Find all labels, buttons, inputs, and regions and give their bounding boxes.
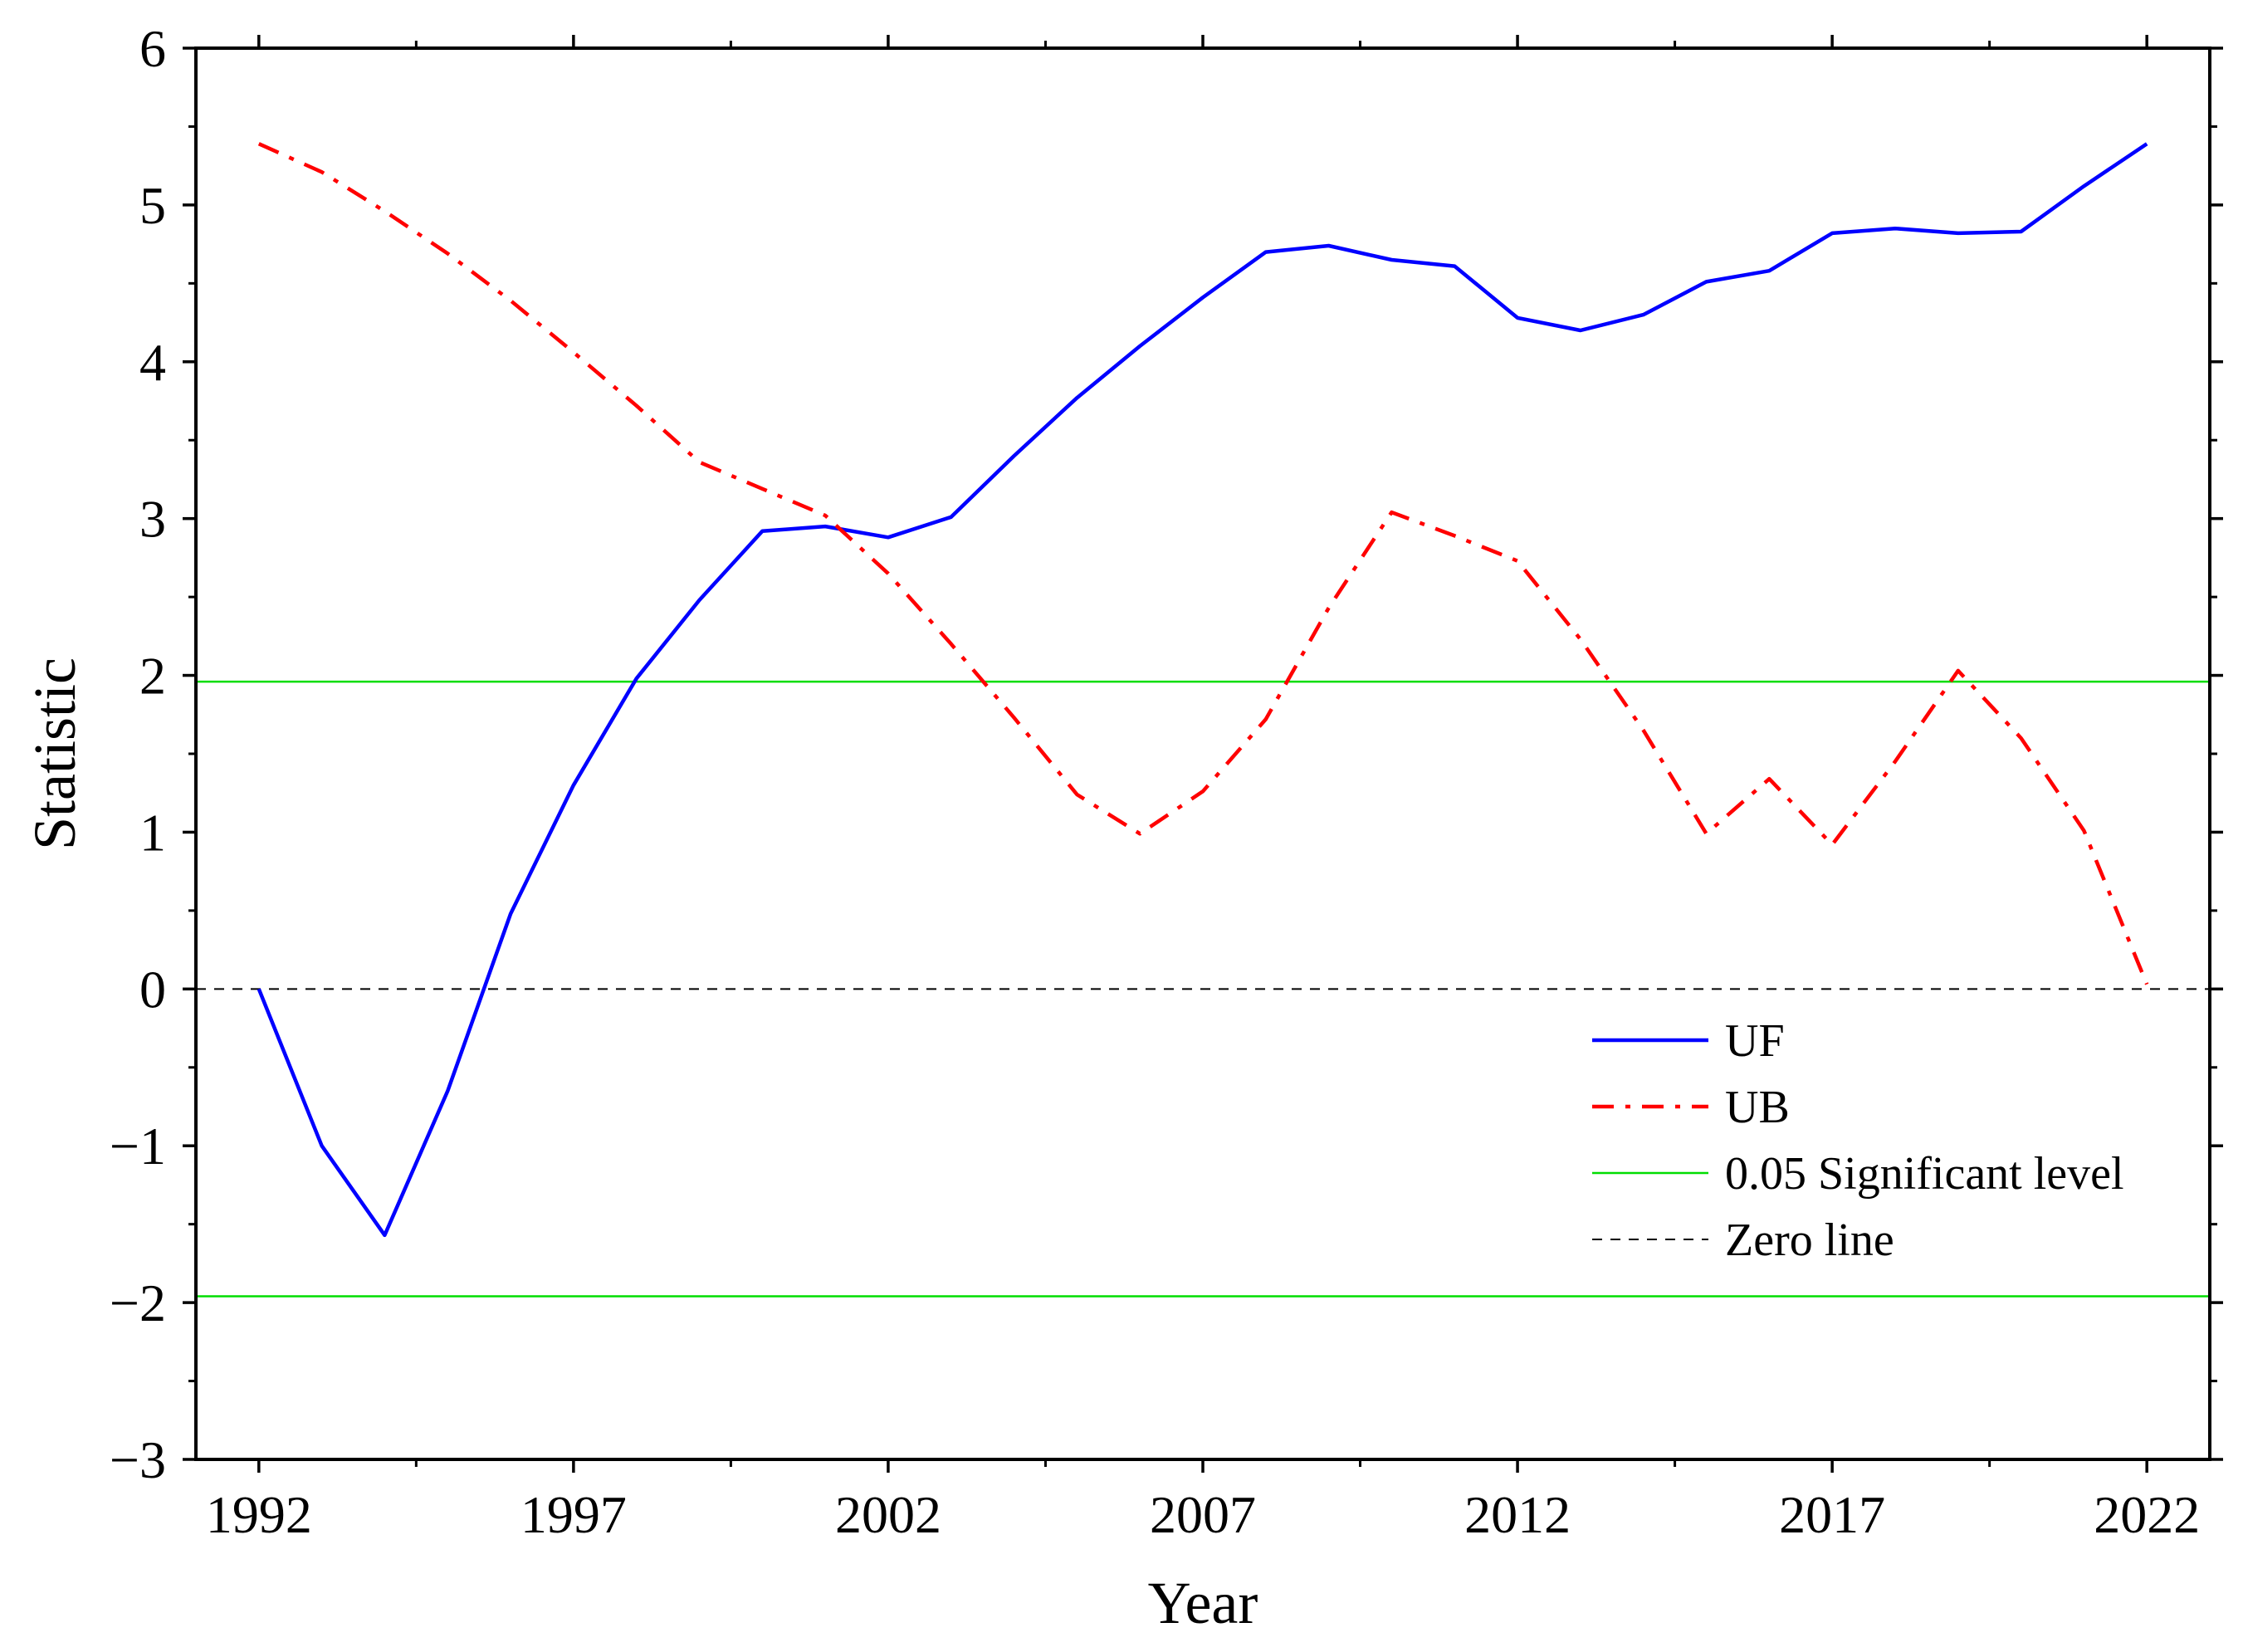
y-tick-label: 4 bbox=[139, 333, 166, 392]
y-axis-title: Statistic bbox=[22, 657, 88, 850]
y-tick-label: 3 bbox=[139, 490, 166, 549]
series-uf-line bbox=[257, 142, 2148, 1238]
x-axis-title: Year bbox=[1148, 1570, 1258, 1636]
reference-lines bbox=[196, 680, 2210, 1298]
x-tick-label: 1997 bbox=[520, 1485, 627, 1544]
y-tick-label: −1 bbox=[110, 1117, 166, 1175]
data-series bbox=[257, 142, 2149, 1238]
y-tick-label: 1 bbox=[139, 803, 166, 862]
x-tick-label: 2007 bbox=[1150, 1485, 1256, 1544]
y-tick-label: 2 bbox=[139, 647, 166, 706]
x-tick-label: 2017 bbox=[1779, 1485, 1885, 1544]
y-tick-labels: −3 −2 −1 0 1 2 3 4 5 6 bbox=[110, 19, 166, 1489]
x-tick-labels: 1992 1997 2002 2007 2012 2017 2022 bbox=[206, 1485, 2200, 1544]
legend-label-zero-line: Zero line bbox=[1725, 1215, 1894, 1266]
legend: UF UB 0.05 Significant level Zero line bbox=[1592, 1015, 2124, 1266]
legend-label-0-05-significant-level: 0.05 Significant level bbox=[1725, 1148, 2124, 1200]
y-tick-label: 0 bbox=[139, 960, 166, 1019]
legend-label-ub: UB bbox=[1725, 1082, 1790, 1133]
axis-ticks bbox=[183, 35, 2223, 1473]
series-ub-line bbox=[257, 142, 2149, 985]
x-tick-label: 2002 bbox=[835, 1485, 941, 1544]
y-tick-label: −3 bbox=[110, 1430, 166, 1489]
x-tick-label: 2022 bbox=[2094, 1485, 2200, 1544]
y-tick-label: 5 bbox=[139, 176, 166, 235]
legend-label-uf: UF bbox=[1725, 1015, 1785, 1067]
y-tick-label: 6 bbox=[139, 19, 166, 78]
y-tick-label: −2 bbox=[110, 1273, 166, 1332]
x-tick-label: 1992 bbox=[206, 1485, 312, 1544]
x-tick-label: 2012 bbox=[1464, 1485, 1571, 1544]
